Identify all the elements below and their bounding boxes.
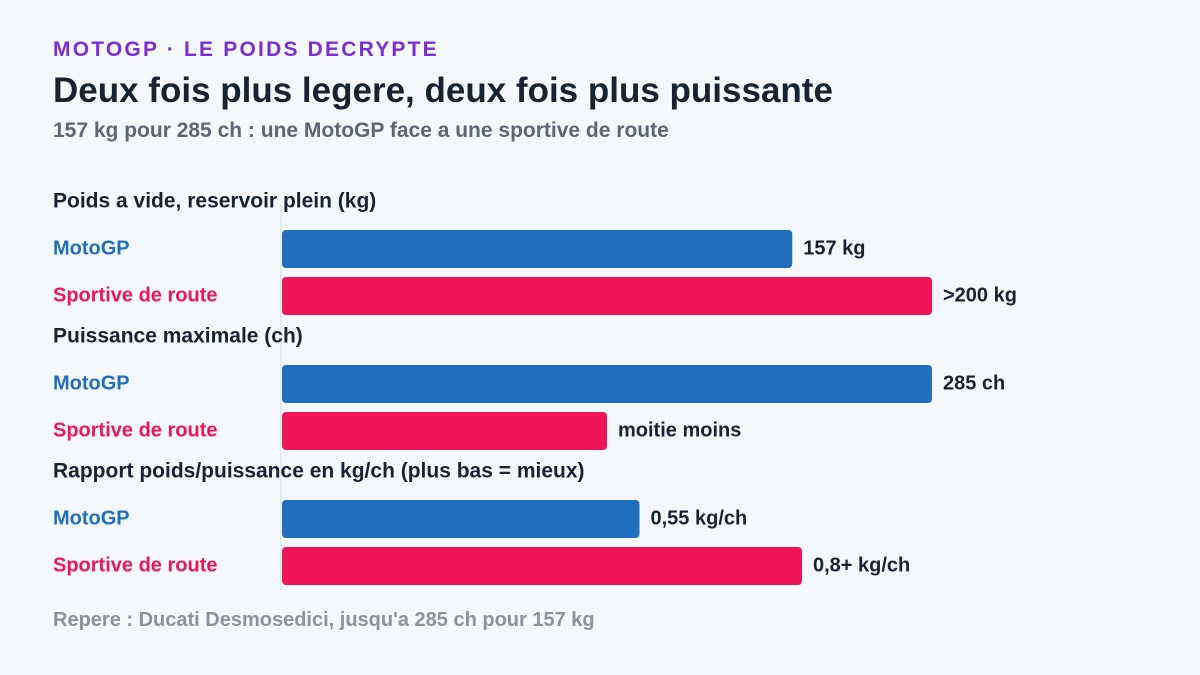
value-label: >200 kg (943, 284, 1017, 306)
value-label: 0,55 kg/ch (651, 507, 748, 529)
group-title: Poids a vide, reservoir plein (kg) (53, 190, 376, 213)
bar (282, 365, 932, 403)
bar (282, 230, 793, 268)
category-label: Sportive de route (53, 554, 217, 576)
value-label: 0,8+ kg/ch (813, 554, 910, 576)
bar (282, 500, 640, 538)
category-label: MotoGP (53, 237, 130, 259)
group-title: Rapport poids/puissance en kg/ch (plus b… (53, 460, 585, 483)
chart-title: Deux fois plus legere, deux fois plus pu… (53, 71, 833, 110)
group-title: Puissance maximale (ch) (53, 325, 303, 348)
bar (282, 412, 607, 450)
chart-subtitle: 157 kg pour 285 ch : une MotoGP face a u… (53, 119, 669, 142)
value-label: moitie moins (618, 419, 741, 441)
bar (282, 547, 802, 585)
category-label: Sportive de route (53, 419, 217, 441)
value-label: 157 kg (803, 237, 865, 259)
category-label: MotoGP (53, 507, 130, 529)
category-label: MotoGP (53, 372, 130, 394)
chart-eyebrow: MOTOGP · LE POIDS DECRYPTE (53, 38, 439, 61)
bar (282, 277, 932, 315)
value-label: 285 ch (943, 372, 1005, 394)
chart-footnote: Repere : Ducati Desmosedici, jusqu'a 285… (53, 609, 595, 631)
category-label: Sportive de route (53, 284, 217, 306)
